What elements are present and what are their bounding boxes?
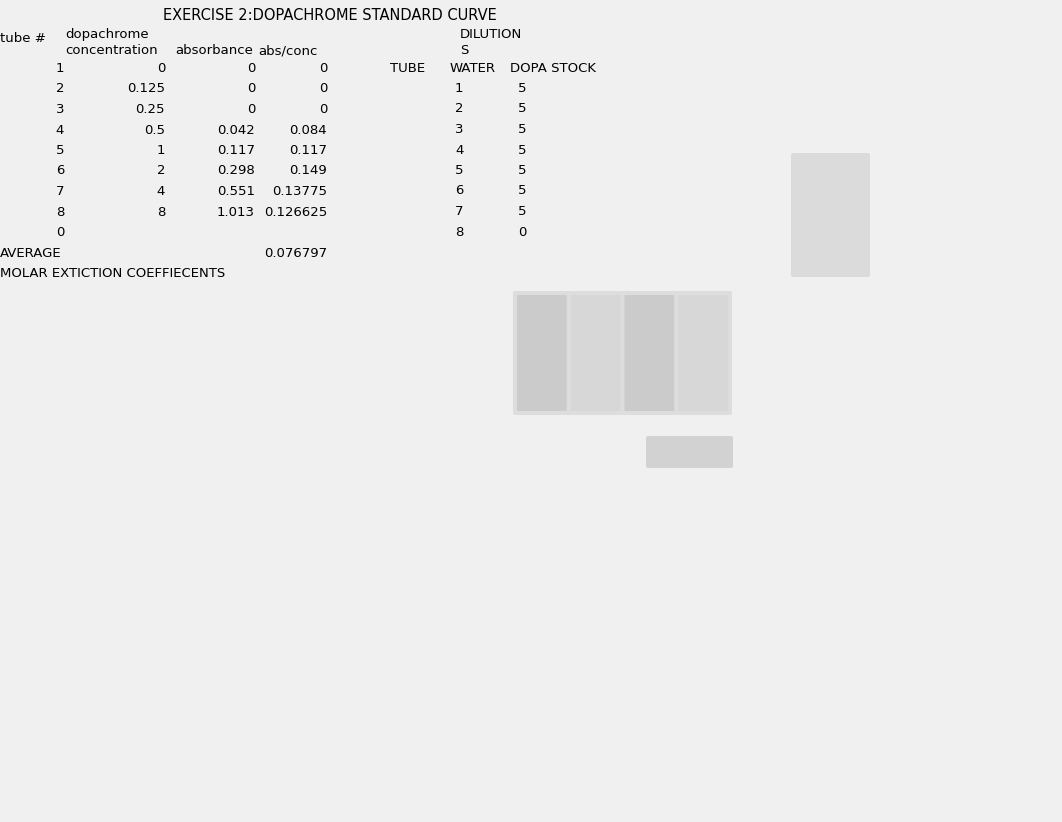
Text: 5: 5 [518,184,527,197]
FancyBboxPatch shape [791,153,870,277]
Text: EXERCISE 2:DOPACHROME STANDARD CURVE: EXERCISE 2:DOPACHROME STANDARD CURVE [162,8,497,23]
Text: 0.084: 0.084 [289,123,327,136]
FancyBboxPatch shape [624,295,674,411]
Text: 4: 4 [156,185,165,198]
FancyBboxPatch shape [679,295,727,411]
Text: TUBE: TUBE [390,62,425,75]
Text: 7: 7 [455,205,463,218]
Text: 6: 6 [56,164,64,178]
Text: 5: 5 [518,103,527,116]
Text: 5: 5 [518,205,527,218]
Text: 0.125: 0.125 [127,82,165,95]
Text: 5: 5 [518,164,527,177]
Text: 5: 5 [518,144,527,156]
Text: 0: 0 [518,225,527,238]
Text: 0: 0 [319,62,327,75]
FancyBboxPatch shape [646,436,733,468]
Text: 8: 8 [56,206,64,219]
Text: 3: 3 [55,103,64,116]
FancyBboxPatch shape [570,295,620,411]
Text: WATER: WATER [450,62,496,75]
Text: 5: 5 [518,123,527,136]
Text: 8: 8 [156,206,165,219]
Text: 4: 4 [455,144,463,156]
Text: 2: 2 [455,103,463,116]
Text: absorbance: absorbance [175,44,253,57]
Text: 5: 5 [55,144,64,157]
Text: 0.5: 0.5 [144,123,165,136]
Text: concentration: concentration [65,44,157,57]
Text: 4: 4 [56,123,64,136]
Text: 2: 2 [156,164,165,178]
Text: MOLAR EXTICTION COEFFIECENTS: MOLAR EXTICTION COEFFIECENTS [0,267,225,280]
Text: 6: 6 [455,184,463,197]
Text: abs/conc: abs/conc [258,44,318,57]
Text: 0: 0 [246,62,255,75]
Text: 0.042: 0.042 [218,123,255,136]
Text: 1: 1 [455,82,463,95]
Text: 0: 0 [246,103,255,116]
Text: dopachrome: dopachrome [65,28,149,41]
Text: 0: 0 [156,62,165,75]
Text: 0.117: 0.117 [217,144,255,157]
Text: 0: 0 [246,82,255,95]
Text: 0.298: 0.298 [218,164,255,178]
Text: 0.25: 0.25 [136,103,165,116]
FancyBboxPatch shape [517,295,567,411]
Text: AVERAGE: AVERAGE [0,247,62,260]
Text: 3: 3 [455,123,463,136]
Text: 1.013: 1.013 [217,206,255,219]
Text: 1: 1 [55,62,64,75]
FancyBboxPatch shape [513,291,732,415]
Text: tube #: tube # [0,32,46,45]
Text: 5: 5 [518,82,527,95]
Text: 7: 7 [55,185,64,198]
Text: 0.551: 0.551 [217,185,255,198]
Text: 0: 0 [319,103,327,116]
Text: DOPA STOCK: DOPA STOCK [510,62,596,75]
Text: 2: 2 [55,82,64,95]
Text: 0.149: 0.149 [289,164,327,178]
Text: 0.13775: 0.13775 [272,185,327,198]
Text: 0: 0 [319,82,327,95]
Text: 8: 8 [455,225,463,238]
Text: 0: 0 [56,226,64,239]
Text: 5: 5 [455,164,463,177]
Text: 0.076797: 0.076797 [263,247,327,260]
Text: 1: 1 [156,144,165,157]
Text: DILUTION: DILUTION [460,28,523,41]
Text: S: S [460,44,468,57]
Text: 0.117: 0.117 [289,144,327,157]
Text: 0.126625: 0.126625 [263,206,327,219]
